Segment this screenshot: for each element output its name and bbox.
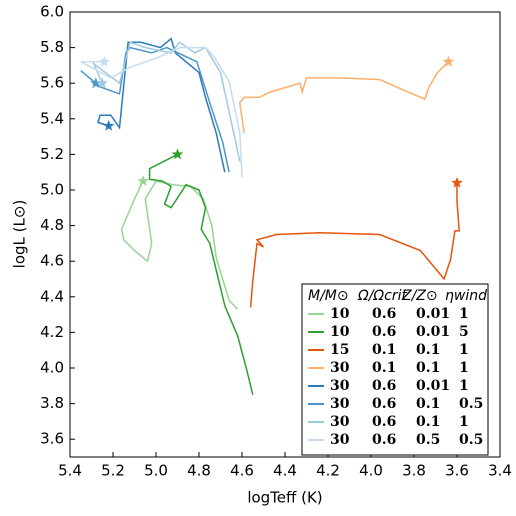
star-marker xyxy=(98,55,111,67)
star-marker xyxy=(137,175,149,186)
legend-value: 30 xyxy=(330,396,350,412)
legend-value: 1 xyxy=(459,306,469,322)
legend-value: 0.1 xyxy=(416,414,440,430)
legend-value: 0.1 xyxy=(416,396,440,412)
legend-value: 30 xyxy=(330,414,350,430)
x-tick-label: 5.2 xyxy=(101,462,125,480)
star-marker xyxy=(171,148,184,160)
track-line xyxy=(249,182,461,308)
y-tick-label: 5.6 xyxy=(40,74,64,92)
legend-value: 1 xyxy=(459,342,469,358)
legend-value: 0.6 xyxy=(372,306,396,322)
legend-value: 0.5 xyxy=(459,396,483,412)
y-tick-label: 5.2 xyxy=(40,145,64,163)
track-line xyxy=(97,37,226,173)
legend-value: 0.01 xyxy=(416,324,450,340)
legend-value: 0.1 xyxy=(416,342,440,358)
legend-value: 5 xyxy=(459,324,469,340)
y-tick-label: 4.2 xyxy=(40,323,64,341)
legend-header: Z/Z⊙ xyxy=(401,288,438,304)
y-tick-label: 3.8 xyxy=(40,394,64,412)
y-tick-label: 3.6 xyxy=(40,430,64,448)
y-tick-label: 6.0 xyxy=(40,3,64,21)
x-tick-label: 3.6 xyxy=(445,462,469,480)
legend-value: 1 xyxy=(459,378,469,394)
track-line xyxy=(148,153,254,395)
x-tick-label: 4.6 xyxy=(230,462,254,480)
legend-value: 30 xyxy=(330,432,350,448)
x-tick-label: 4.8 xyxy=(187,462,211,480)
star-marker xyxy=(442,55,455,67)
track-line xyxy=(80,46,243,178)
legend-header: ηwind xyxy=(445,288,487,304)
x-tick-label: 5.0 xyxy=(144,462,168,480)
legend-value: 0.01 xyxy=(416,378,450,394)
y-axis-label: logL (L⊙) xyxy=(11,200,29,269)
legend-value: 10 xyxy=(330,324,350,340)
y-tick-label: 5.8 xyxy=(40,38,64,56)
track-line xyxy=(120,180,239,310)
legend-value: 0.6 xyxy=(372,324,396,340)
star-marker xyxy=(96,77,108,89)
legend-value: 30 xyxy=(330,378,350,394)
y-tick-label: 4.0 xyxy=(40,359,64,377)
legend-value: 30 xyxy=(330,360,350,376)
x-tick-label: 3.4 xyxy=(488,462,512,480)
x-tick-label: 5.4 xyxy=(58,462,82,480)
legend-header: Ω/Ωcrit xyxy=(357,288,407,304)
y-tick-label: 4.8 xyxy=(40,216,64,234)
legend-value: 0.01 xyxy=(416,306,450,322)
legend-value: 15 xyxy=(330,342,349,358)
star-marker xyxy=(90,77,102,89)
track-line xyxy=(80,46,230,173)
legend-value: 0.6 xyxy=(372,414,396,430)
y-tick-label: 5.0 xyxy=(40,181,64,199)
legend-value: 0.5 xyxy=(459,432,483,448)
star-marker xyxy=(103,119,115,131)
plot-frame xyxy=(69,11,501,458)
legend-header: M/M⊙ xyxy=(308,288,349,304)
star-marker xyxy=(451,176,463,188)
legend-value: 0.6 xyxy=(372,396,396,412)
x-tick-label: 3.8 xyxy=(402,462,426,480)
x-axis-label: logTeff (K) xyxy=(247,489,322,507)
y-tick-label: 5.4 xyxy=(40,109,64,127)
legend-value: 1 xyxy=(459,414,469,430)
legend-value: 1 xyxy=(459,360,469,376)
legend-value: 0.1 xyxy=(372,342,396,358)
legend-value: 0.6 xyxy=(372,378,396,394)
y-tick-label: 4.4 xyxy=(40,287,64,305)
legend-value: 0.6 xyxy=(372,432,396,448)
legend-value: 10 xyxy=(330,306,350,322)
x-tick-label: 4.0 xyxy=(359,462,383,480)
legend-value: 0.1 xyxy=(416,360,440,376)
legend-value: 0.5 xyxy=(416,432,440,448)
track-line xyxy=(91,41,241,162)
legend-box xyxy=(301,283,489,456)
x-tick-label: 4.2 xyxy=(316,462,340,480)
y-tick-label: 4.6 xyxy=(40,252,64,270)
track-line xyxy=(239,61,449,134)
x-tick-label: 4.4 xyxy=(273,462,297,480)
legend-value: 0.1 xyxy=(372,360,396,376)
